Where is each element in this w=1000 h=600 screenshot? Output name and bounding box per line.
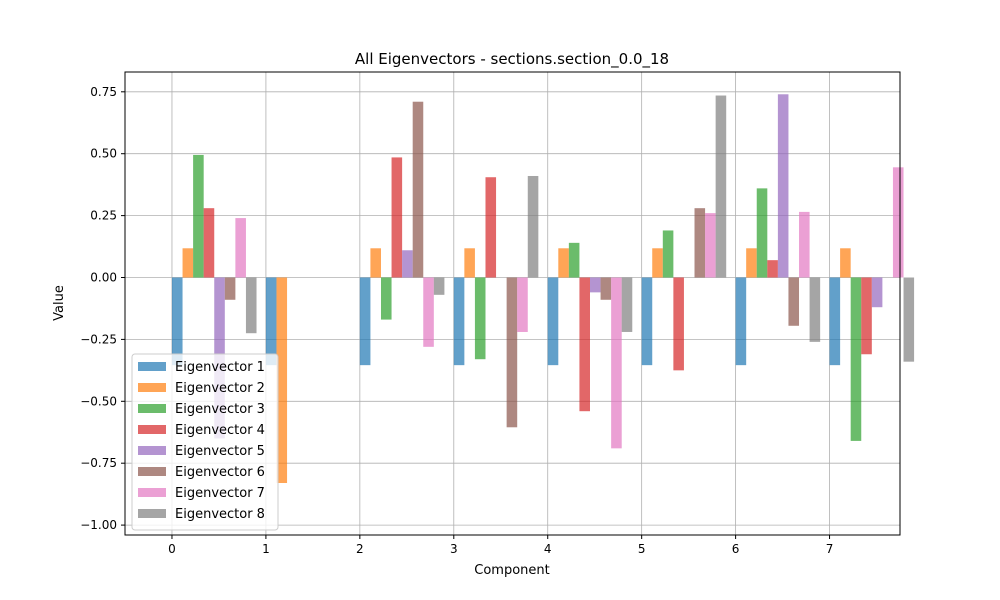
bar-eigenvector-7-component-4 bbox=[611, 277, 622, 449]
y-axis-ticks: 0.75 0.50 0.25 0.00 −0.25 −0.50 −0.75 −1.00 bbox=[80, 85, 125, 532]
bar-eigenvector-6-component-3 bbox=[506, 277, 518, 428]
x-tick-label: 6 bbox=[732, 542, 740, 556]
bar-eigenvector-1-component-1 bbox=[265, 277, 277, 366]
bar-eigenvector-4-component-2 bbox=[391, 157, 403, 278]
bar-eigenvector-4-component-0 bbox=[203, 208, 215, 278]
legend-swatch bbox=[138, 404, 166, 413]
bar-eigenvector-4-component-4 bbox=[579, 277, 590, 412]
bar-eigenvector-1-component-5 bbox=[641, 277, 653, 366]
bar-eigenvector-7-component-5 bbox=[705, 213, 716, 278]
bar-eigenvector-3-component-5 bbox=[662, 230, 674, 278]
bar-eigenvector-1-component-7 bbox=[829, 277, 841, 366]
x-tick-label: 7 bbox=[826, 542, 834, 556]
bar-eigenvector-7-component-7 bbox=[892, 167, 904, 278]
legend-label: Eigenvector 3 bbox=[175, 402, 265, 417]
bar-eigenvector-3-component-6 bbox=[756, 188, 768, 278]
y-tick-label: −0.25 bbox=[80, 332, 117, 346]
bar-eigenvector-3-component-0 bbox=[193, 154, 204, 278]
x-tick-label: 1 bbox=[262, 542, 270, 556]
legend-label: Eigenvector 5 bbox=[175, 444, 265, 459]
bar-eigenvector-7-component-2 bbox=[423, 277, 434, 347]
bar-eigenvector-2-component-1 bbox=[276, 277, 288, 483]
bar-eigenvector-8-component-0 bbox=[245, 277, 257, 334]
bar-eigenvector-6-component-6 bbox=[788, 277, 800, 326]
legend-swatch bbox=[138, 446, 166, 455]
bar-eigenvector-8-component-4 bbox=[621, 277, 633, 332]
bar-eigenvector-8-component-5 bbox=[715, 95, 727, 278]
bar-eigenvector-6-component-4 bbox=[600, 277, 612, 300]
y-tick-label: 0.00 bbox=[90, 271, 117, 285]
bar-eigenvector-2-component-2 bbox=[370, 248, 381, 278]
y-tick-label: 0.75 bbox=[90, 85, 117, 99]
chart-title: All Eigenvectors - sections.section_0.0_… bbox=[355, 50, 669, 69]
bars bbox=[171, 94, 915, 483]
y-tick-label: 0.50 bbox=[90, 147, 117, 161]
bar-eigenvector-2-component-7 bbox=[840, 248, 851, 278]
legend-frame bbox=[131, 353, 279, 531]
bar-eigenvector-1-component-2 bbox=[359, 277, 371, 366]
x-tick-label: 4 bbox=[544, 542, 552, 556]
bar-eigenvector-2-component-0 bbox=[182, 248, 194, 278]
legend-label: Eigenvector 1 bbox=[175, 360, 265, 375]
bar-eigenvector-3-component-7 bbox=[850, 277, 862, 441]
bar-eigenvector-5-component-7 bbox=[871, 277, 883, 308]
bar-eigenvector-7-component-3 bbox=[517, 277, 528, 332]
bar-eigenvector-6-component-5 bbox=[694, 208, 706, 278]
bar-eigenvector-8-component-6 bbox=[809, 277, 821, 342]
legend-label: Eigenvector 2 bbox=[175, 381, 265, 396]
bar-eigenvector-8-component-7 bbox=[903, 277, 915, 362]
legend-swatch bbox=[138, 509, 166, 518]
bar-eigenvector-6-component-0 bbox=[224, 277, 236, 300]
x-tick-label: 2 bbox=[356, 542, 364, 556]
plot-frame bbox=[124, 71, 901, 536]
bar-eigenvector-7-component-6 bbox=[799, 211, 810, 278]
legend-swatch bbox=[138, 467, 166, 476]
bar-eigenvector-5-component-4 bbox=[590, 277, 601, 293]
bar-eigenvector-5-component-2 bbox=[402, 250, 413, 278]
bar-eigenvector-4-component-3 bbox=[485, 177, 497, 278]
legend-label: Eigenvector 8 bbox=[175, 507, 265, 522]
y-tick-label: −1.00 bbox=[80, 518, 117, 532]
bar-eigenvector-4-component-7 bbox=[861, 277, 872, 355]
x-tick-label: 5 bbox=[638, 542, 646, 556]
bar-eigenvector-1-component-6 bbox=[735, 277, 747, 366]
bar-eigenvector-4-component-6 bbox=[767, 260, 778, 278]
bar-eigenvector-1-component-3 bbox=[453, 277, 465, 366]
legend-swatch bbox=[138, 362, 166, 371]
bar-eigenvector-3-component-4 bbox=[568, 242, 580, 278]
bar-eigenvector-2-component-6 bbox=[746, 248, 757, 278]
legend-swatch bbox=[138, 383, 166, 392]
bar-eigenvector-6-component-2 bbox=[412, 101, 424, 278]
legend-label: Eigenvector 6 bbox=[175, 465, 265, 480]
y-tick-label: −0.75 bbox=[80, 456, 117, 470]
legend: Eigenvector 1 Eigenvector 2 Eigenvector 3 E… bbox=[131, 353, 279, 531]
bar-eigenvector-8-component-3 bbox=[527, 175, 539, 278]
bar-eigenvector-1-component-4 bbox=[547, 277, 559, 366]
bar-eigenvector-7-component-0 bbox=[235, 218, 246, 278]
x-tick-label: 3 bbox=[450, 542, 458, 556]
bar-eigenvector-3-component-3 bbox=[474, 277, 486, 360]
bar-eigenvector-1-component-0 bbox=[171, 277, 183, 366]
legend-swatch bbox=[138, 488, 166, 497]
legend-label: Eigenvector 7 bbox=[175, 486, 265, 501]
y-axis-label: Value bbox=[52, 285, 67, 321]
bar-eigenvector-2-component-3 bbox=[464, 248, 475, 278]
bar-eigenvector-2-component-5 bbox=[652, 248, 663, 278]
bar-eigenvector-8-component-2 bbox=[433, 277, 445, 295]
y-tick-label: 0.25 bbox=[90, 209, 117, 223]
bar-eigenvector-2-component-4 bbox=[558, 248, 569, 278]
bar-eigenvector-5-component-6 bbox=[777, 94, 789, 278]
x-tick-label: 0 bbox=[168, 542, 176, 556]
x-axis-label: Component bbox=[474, 563, 549, 578]
x-axis-ticks: 0 1 2 3 4 5 6 7 bbox=[168, 535, 833, 556]
legend-swatch bbox=[138, 425, 166, 434]
bar-eigenvector-3-component-2 bbox=[380, 277, 392, 320]
bar-eigenvector-4-component-5 bbox=[673, 277, 684, 371]
legend-label: Eigenvector 4 bbox=[175, 423, 265, 438]
y-tick-label: −0.50 bbox=[80, 394, 117, 408]
